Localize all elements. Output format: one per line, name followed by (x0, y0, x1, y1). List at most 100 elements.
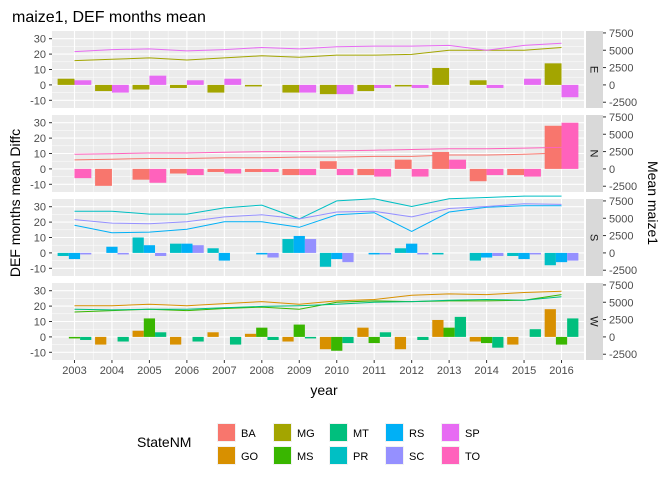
bar-PR-2009 (282, 239, 294, 253)
y-right-tick-label: 2500 (609, 231, 633, 243)
line-GO (74, 290, 562, 307)
y-right-tick-label: -2500 (609, 181, 637, 193)
bar-GO-2012 (394, 336, 407, 350)
bar-SP-2005 (149, 75, 167, 85)
y-axis-title: DEF months mean Diffc (7, 129, 23, 277)
y-tick-label: -10 (30, 179, 46, 191)
y-tick-label: 30 (34, 286, 46, 298)
x-tick-label: 2010 (324, 365, 348, 377)
y-right-tick-label: 7500 (609, 28, 633, 40)
y-tick-label: -10 (30, 263, 46, 275)
bar-SP-2011 (374, 84, 392, 88)
bar-MS-2005 (143, 318, 156, 337)
bar-SC-2009 (304, 239, 317, 253)
bar-MT-2006 (192, 336, 204, 342)
legend: StateNM BA GO MG MS MT PR RS SC SP TO (137, 423, 481, 465)
x-tick-label: 2014 (474, 365, 498, 377)
panel-W: -10 0 10 20 30 W -2500 0 2500 5000 7500 (30, 280, 637, 361)
y-tick-label: 20 (34, 133, 46, 145)
bar-RS-2009 (293, 235, 305, 253)
legend-key-BA (218, 424, 235, 441)
bar-MG-2006 (170, 84, 187, 88)
legend-key-SP (442, 424, 459, 441)
x-tick-label: 2009 (287, 365, 311, 377)
bar-MS-2011 (368, 336, 380, 344)
bar-BA-2011 (357, 168, 375, 176)
x-tick-label: 2015 (512, 365, 536, 377)
bar-PR-2013 (432, 252, 444, 255)
x-tick-label: 2016 (549, 365, 573, 377)
legend-label-BA: BA (241, 428, 256, 440)
legend-key-SC (386, 447, 403, 464)
line-TO (74, 146, 562, 155)
bar-RS-2011 (368, 252, 380, 255)
y-tick-label: 0 (40, 248, 46, 260)
bar-MG-2004 (95, 84, 112, 92)
x-tick-label: 2008 (250, 365, 274, 377)
bar-GO-2009 (282, 336, 294, 342)
line-SP (74, 42, 562, 53)
y-tick-label: 10 (34, 149, 46, 161)
y-tick-label: 20 (34, 301, 46, 313)
y-right-tick-label: 2500 (609, 315, 633, 327)
facet-label-N: N (588, 150, 600, 158)
legend-key-MS (274, 447, 291, 464)
bar-RS-2008 (256, 252, 268, 255)
bar-SC-2004 (117, 252, 129, 255)
bar-GO-2007 (207, 332, 219, 337)
y-right-tick-label: 0 (609, 332, 615, 344)
y-right-tick-label: 5000 (609, 213, 633, 225)
panel-N: -10 0 10 20 30 N -2500 0 2500 5000 7500 (30, 112, 637, 193)
legend-label-SC: SC (409, 451, 424, 463)
bar-RS-2012 (406, 243, 418, 253)
line-RS (74, 205, 562, 234)
bar-TO-2013 (449, 159, 466, 169)
bar-TO-2003 (74, 168, 92, 179)
bar-GO-2010 (319, 336, 332, 350)
bar-MS-2008 (256, 327, 268, 337)
bar-SC-2005 (155, 252, 167, 256)
bar-BA-2010 (319, 161, 337, 169)
bar-RS-2016 (555, 252, 568, 263)
bar-PR-2016 (544, 252, 556, 266)
bar-GO-2011 (357, 327, 369, 337)
bar-GO-2013 (432, 319, 444, 337)
bar-GO-2014 (469, 336, 481, 342)
bar-MT-2008 (267, 336, 279, 340)
bar-RS-2015 (518, 252, 530, 260)
bar-PR-2007 (207, 248, 219, 253)
y-right-tick-label: 2500 (609, 63, 633, 75)
bar-RS-2014 (480, 252, 493, 258)
bar-SP-2006 (186, 80, 204, 85)
bar-BA-2013 (432, 151, 450, 169)
y-tick-label: 20 (34, 217, 46, 229)
bar-SP-2015 (524, 78, 541, 85)
bar-MS-2009 (293, 324, 305, 337)
facet-strip (586, 31, 603, 108)
bar-PR-2012 (394, 248, 407, 253)
bar-TO-2009 (299, 168, 317, 176)
y-right-tick-label: -2500 (609, 265, 637, 277)
bar-GO-2004 (95, 336, 107, 345)
bar-MT-2011 (379, 332, 392, 337)
legend-key-PR (330, 447, 347, 464)
x-tick-label: 2006 (175, 365, 199, 377)
x-axis-title: year (310, 382, 338, 398)
bar-SP-2007 (224, 78, 242, 85)
bar-MG-2010 (319, 84, 337, 95)
bar-BA-2009 (282, 168, 300, 176)
line-MG (74, 47, 562, 62)
bar-SC-2012 (417, 252, 429, 255)
line-PR (74, 195, 562, 220)
bar-MT-2004 (117, 336, 129, 342)
bar-MT-2013 (454, 316, 466, 337)
bar-MG-2007 (207, 84, 225, 93)
bar-MG-2014 (469, 80, 487, 85)
bar-BA-2012 (394, 159, 412, 169)
bar-MT-2015 (529, 329, 541, 337)
bar-RS-2010 (331, 252, 343, 260)
y-tick-label: 0 (40, 80, 46, 92)
bar-SP-2014 (486, 84, 504, 88)
bar-SC-2016 (567, 252, 579, 261)
bar-MT-2007 (229, 336, 242, 345)
